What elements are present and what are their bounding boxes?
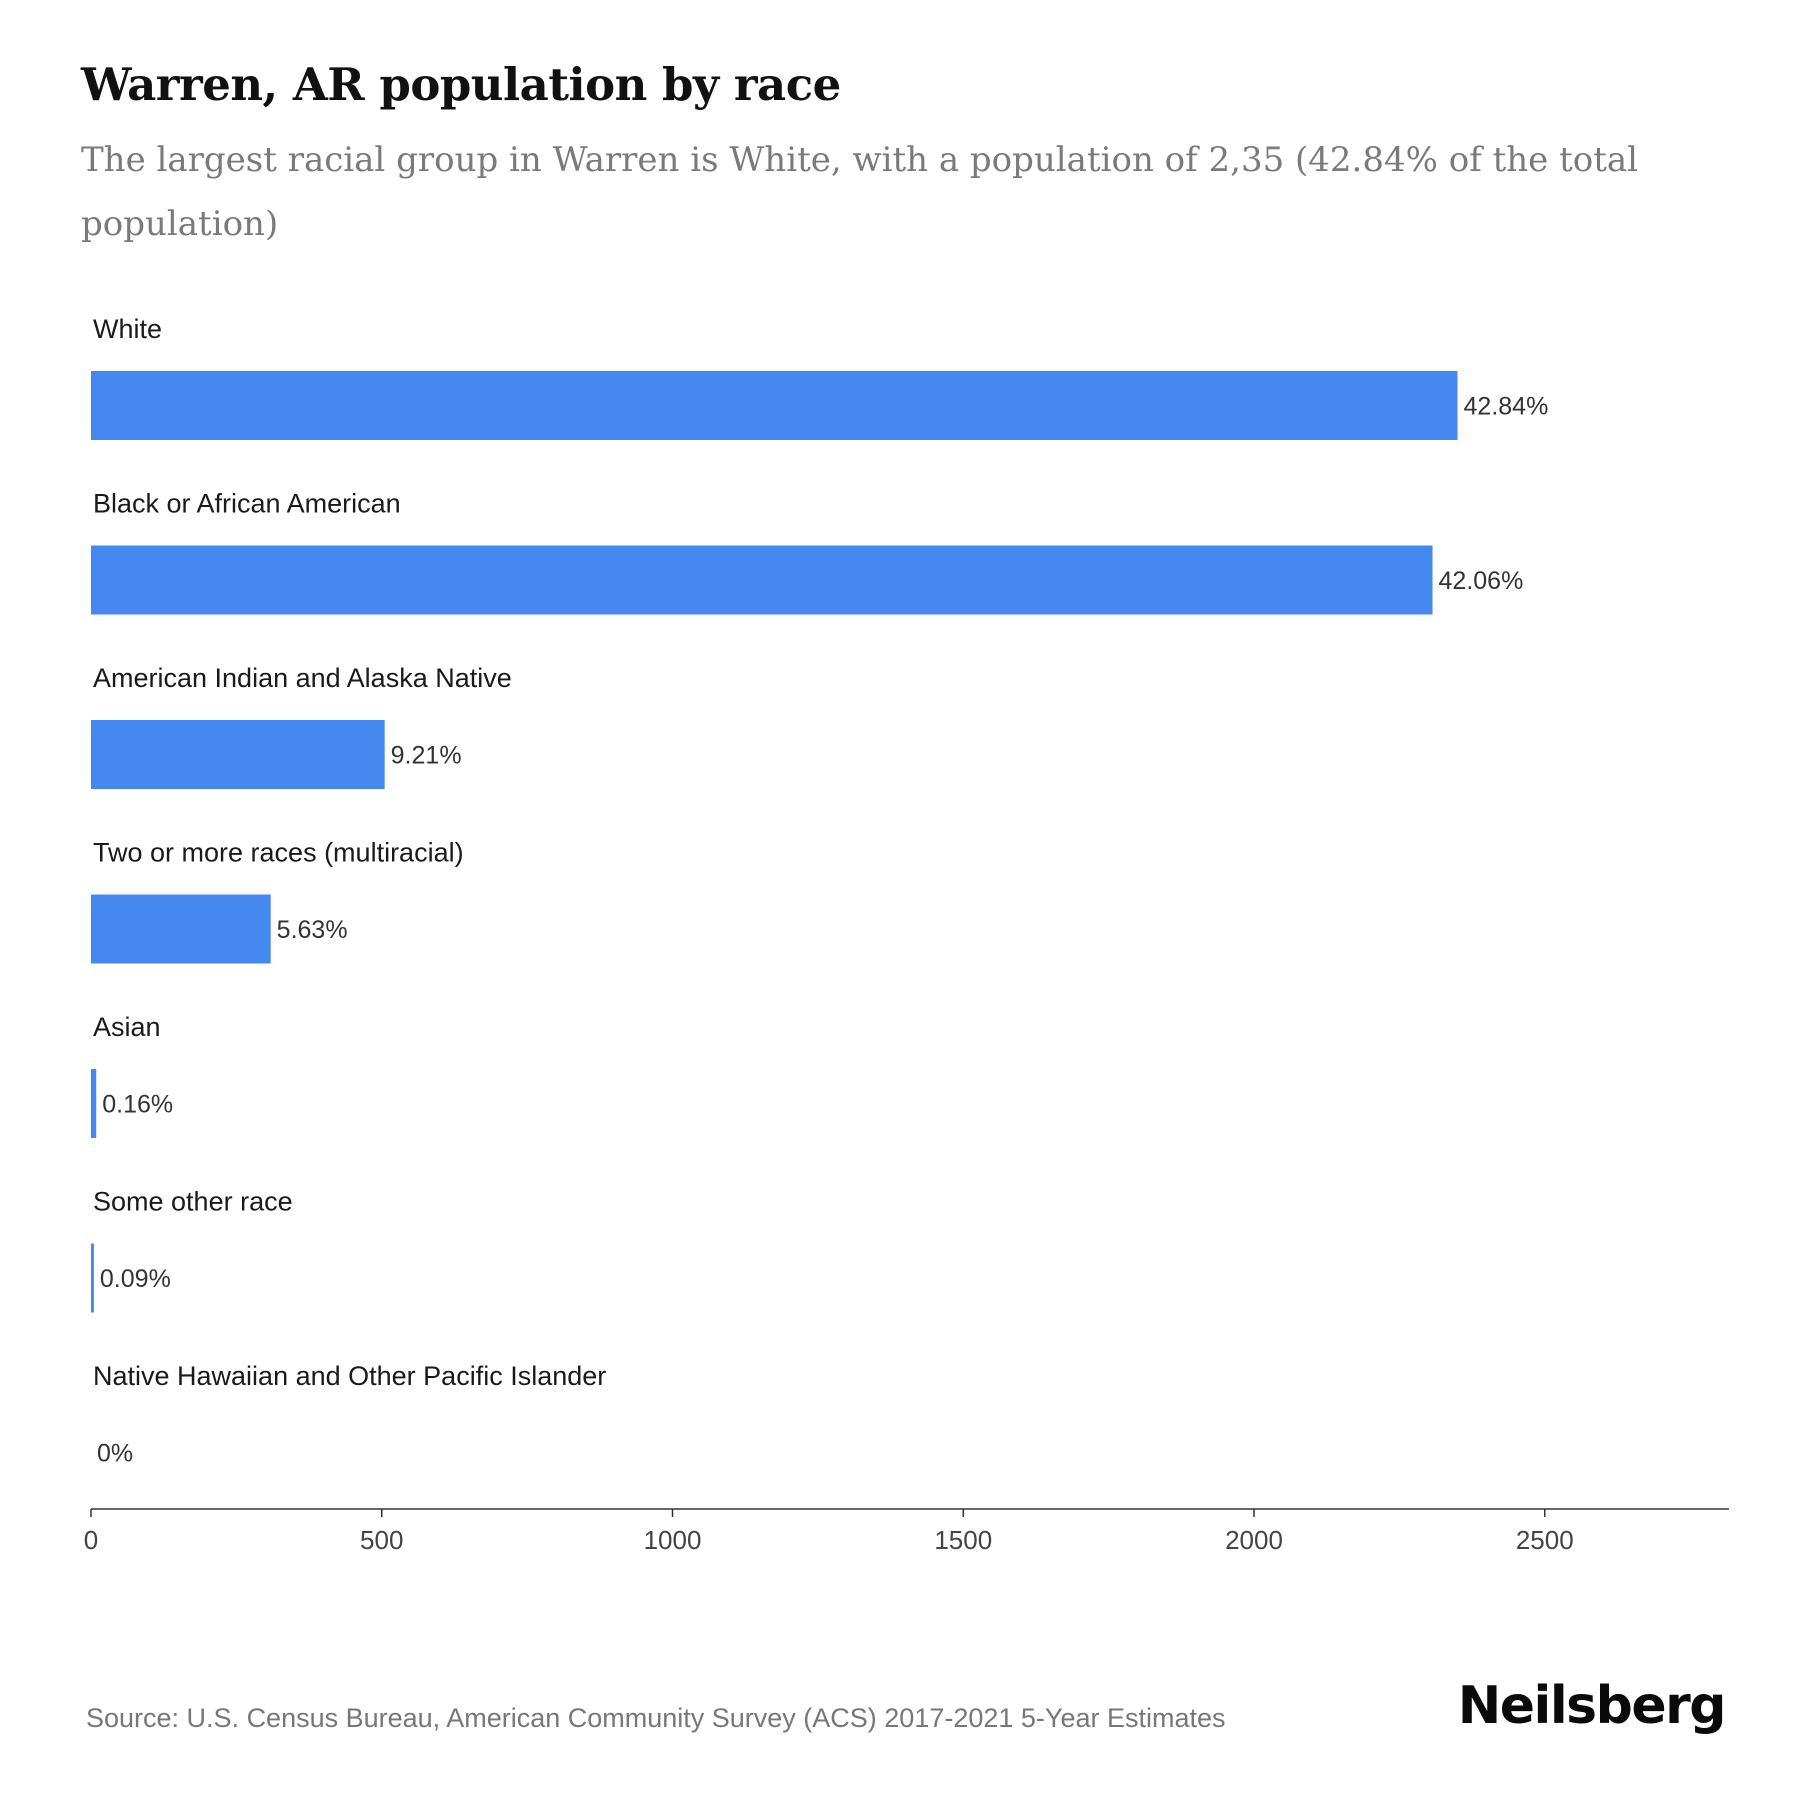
chart-subtitle: The largest racial group in Warren is Wh… xyxy=(81,140,1639,244)
bar xyxy=(91,371,1458,440)
bar xyxy=(91,720,385,789)
brand-logo: Neilsberg xyxy=(1457,1676,1727,1736)
value-label: 42.84% xyxy=(1464,393,1549,421)
bar xyxy=(91,545,1433,615)
category-label: Some other race xyxy=(93,1187,293,1217)
category-label: Black or African American xyxy=(93,489,401,519)
value-label: 5.63% xyxy=(277,916,348,944)
bar xyxy=(91,1069,97,1138)
category-label: White xyxy=(93,314,162,344)
category-label: Native Hawaiian and Other Pacific Island… xyxy=(93,1361,606,1391)
source-note: Source: U.S. Census Bureau, American Com… xyxy=(86,1703,1226,1733)
bar xyxy=(91,894,271,964)
x-tick-label: 500 xyxy=(360,1525,403,1555)
category-label: American Indian and Alaska Native xyxy=(93,663,512,693)
x-tick-label: 0 xyxy=(84,1525,98,1555)
chart-title: Warren, AR population by race xyxy=(81,58,841,111)
value-label: 0% xyxy=(97,1440,133,1468)
x-tick-label: 1500 xyxy=(934,1525,992,1555)
value-label: 42.06% xyxy=(1439,567,1524,595)
x-tick-label: 2500 xyxy=(1516,1525,1574,1555)
x-tick-label: 2000 xyxy=(1225,1525,1283,1555)
value-label: 0.16% xyxy=(102,1091,173,1119)
bar xyxy=(91,1243,94,1313)
value-label: 9.21% xyxy=(391,742,462,770)
category-label: Two or more races (multiracial) xyxy=(93,838,464,868)
value-label: 0.09% xyxy=(100,1265,171,1293)
x-tick-label: 1000 xyxy=(644,1525,702,1555)
category-label: Asian xyxy=(93,1012,161,1042)
